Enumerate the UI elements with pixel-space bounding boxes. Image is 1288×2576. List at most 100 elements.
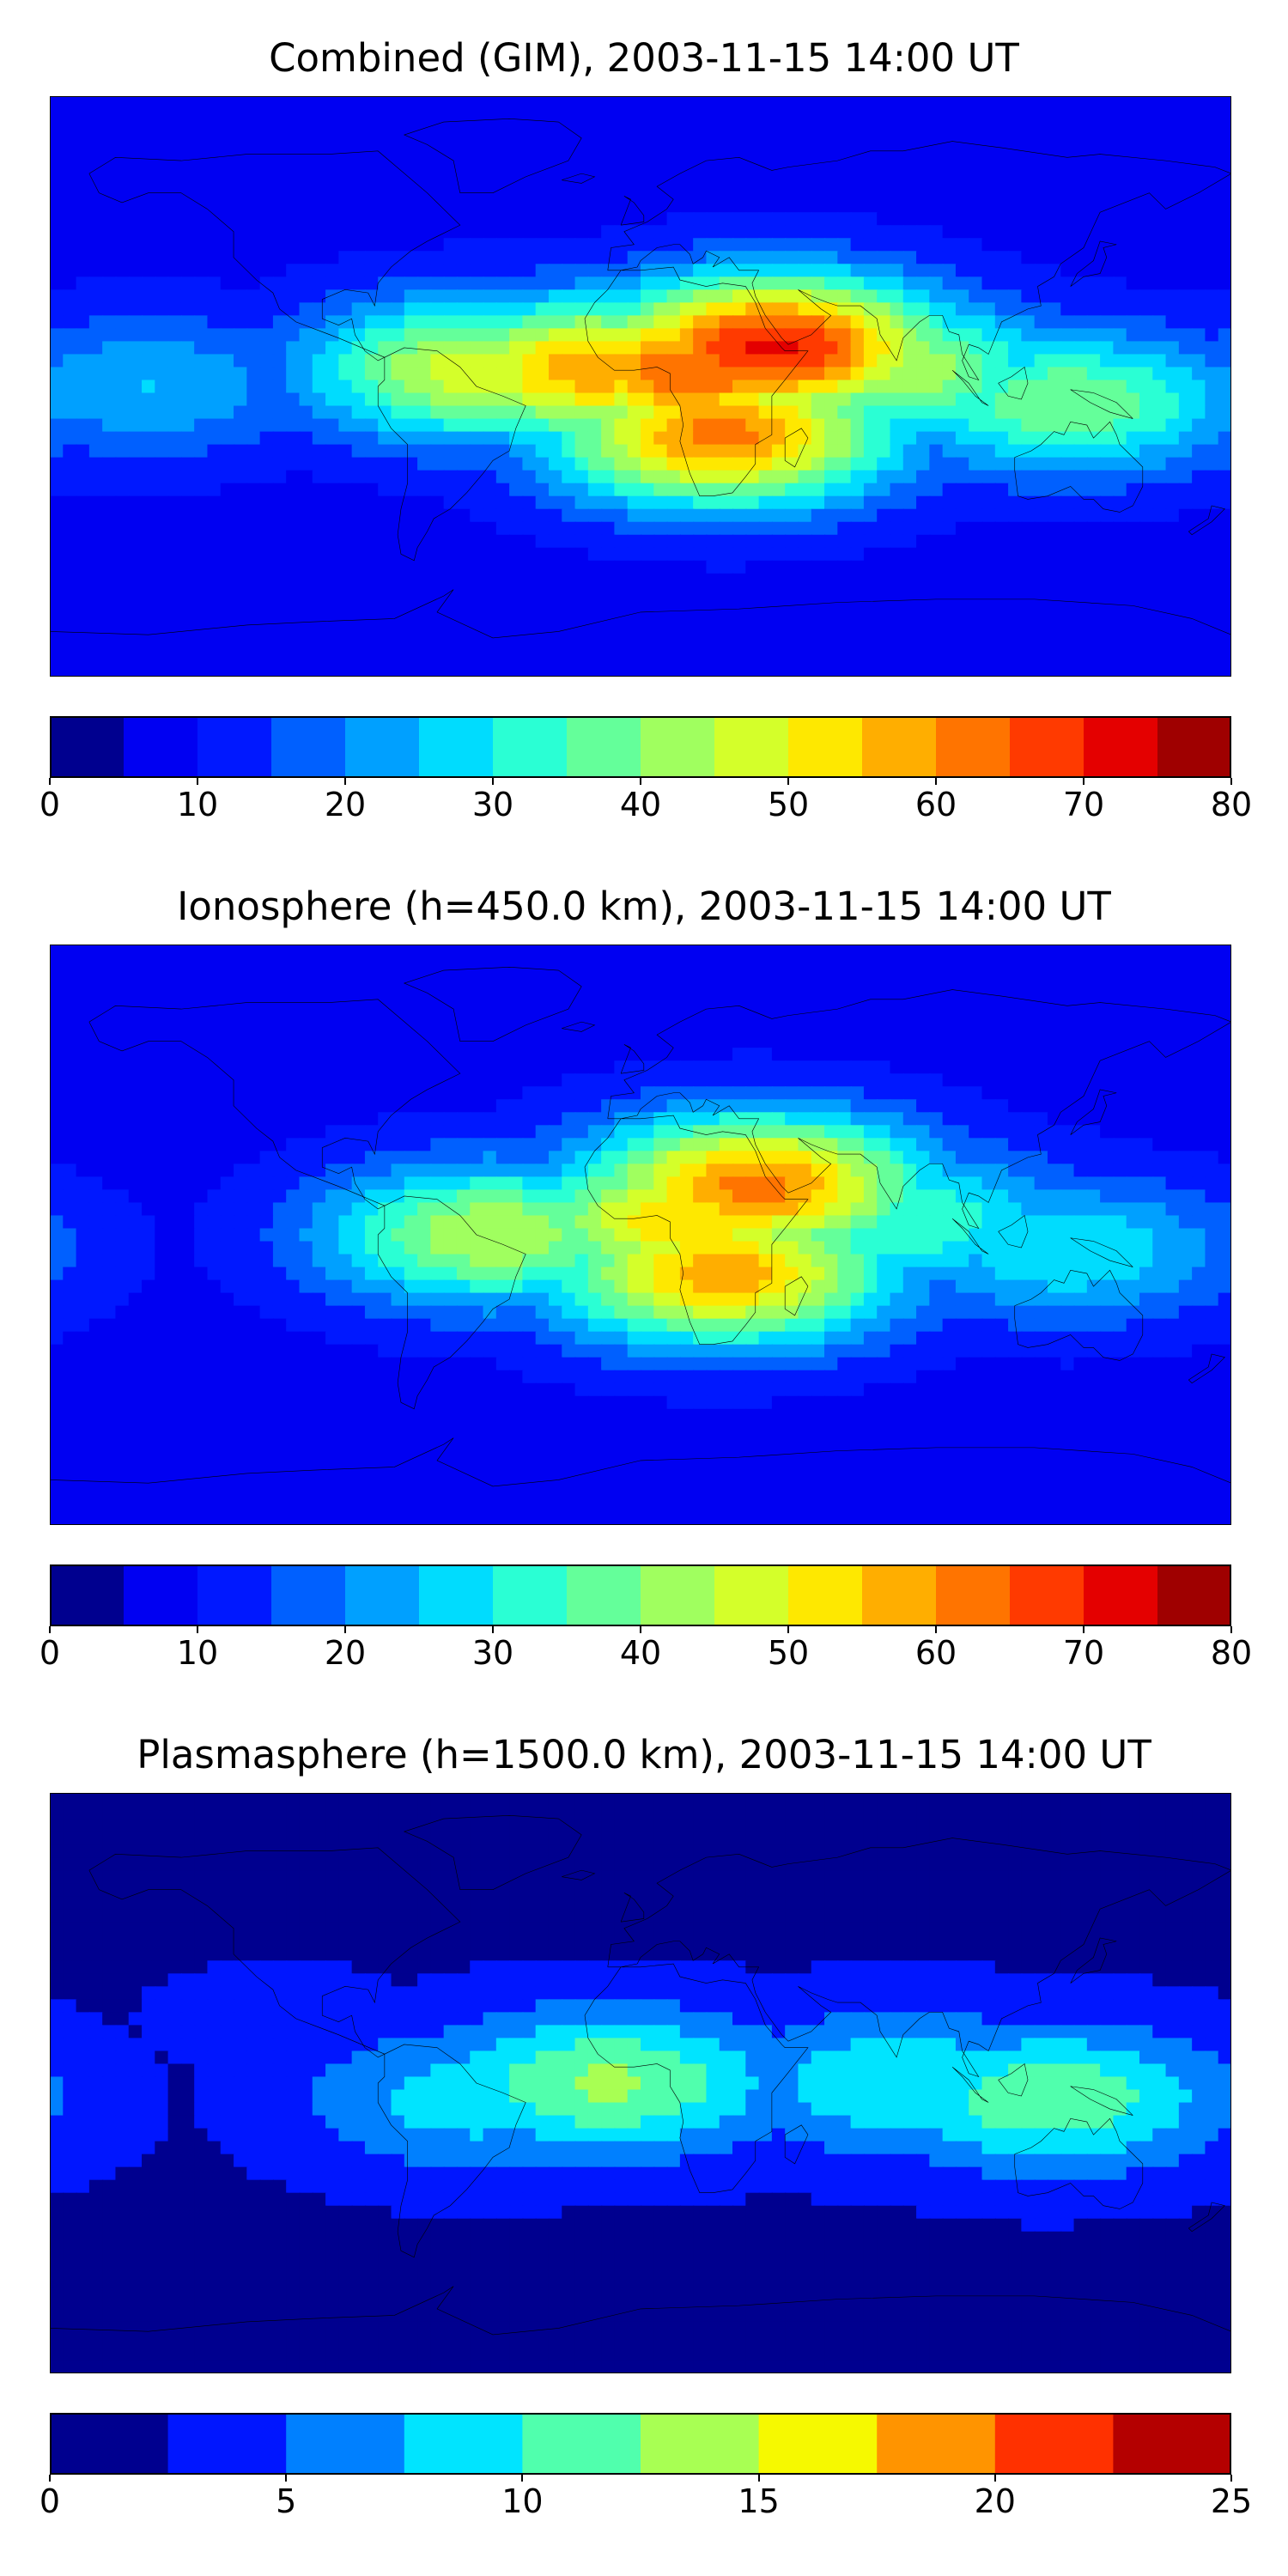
heatmap-cell xyxy=(1218,186,1231,201)
heatmap-cell xyxy=(811,483,826,497)
heatmap-cell xyxy=(574,173,589,188)
heatmap-cell xyxy=(325,302,340,317)
heatmap-cell xyxy=(1073,663,1088,677)
heatmap-cell xyxy=(378,534,392,549)
heatmap-cell xyxy=(338,225,353,240)
heatmap-cell xyxy=(641,1048,655,1062)
heatmap-cell xyxy=(666,663,682,677)
heatmap-cell xyxy=(614,508,629,523)
heatmap-cell xyxy=(351,367,367,381)
heatmap-cell xyxy=(102,1035,117,1049)
heatmap-cell xyxy=(155,1022,169,1036)
heatmap-cell xyxy=(417,945,432,959)
heatmap-cell xyxy=(863,560,878,574)
heatmap-cell xyxy=(824,547,839,562)
heatmap-cell xyxy=(942,161,957,175)
heatmap-cell xyxy=(824,624,839,640)
heatmap-cell xyxy=(1126,1035,1141,1049)
heatmap-cell xyxy=(535,945,550,959)
heatmap-cell xyxy=(902,328,918,343)
heatmap-cell xyxy=(719,173,734,188)
heatmap-cell xyxy=(1034,251,1049,265)
heatmap-cell xyxy=(1126,135,1141,149)
heatmap-cell xyxy=(1139,238,1154,252)
heatmap-cell xyxy=(1126,611,1141,627)
heatmap-cell xyxy=(430,148,445,162)
heatmap-cell xyxy=(272,354,288,368)
heatmap-cell xyxy=(286,457,301,471)
heatmap-cell xyxy=(207,341,222,355)
heatmap-cell xyxy=(837,1035,852,1049)
heatmap-cell xyxy=(180,251,196,265)
heatmap-cell xyxy=(417,225,432,240)
heatmap-cell xyxy=(627,470,642,484)
heatmap-cell xyxy=(509,624,524,640)
heatmap-cell xyxy=(562,251,576,265)
heatmap-cell xyxy=(1060,238,1075,252)
heatmap-cell xyxy=(509,970,524,985)
heatmap-cell xyxy=(509,508,524,523)
heatmap-cell xyxy=(942,470,957,484)
heatmap-cell xyxy=(981,996,996,1011)
heatmap-cell xyxy=(890,264,904,278)
heatmap-cell xyxy=(969,598,983,614)
heatmap-cell xyxy=(220,186,235,201)
heatmap-cell xyxy=(299,637,313,653)
heatmap-cell xyxy=(535,1035,550,1049)
heatmap-cell xyxy=(1139,289,1154,304)
heatmap-cell xyxy=(443,650,459,665)
heatmap-cell xyxy=(286,957,301,972)
heatmap-cell xyxy=(955,264,970,278)
heatmap-cell xyxy=(1086,624,1102,640)
heatmap-cell xyxy=(562,624,576,640)
heatmap-cell xyxy=(1100,276,1115,291)
heatmap-cell xyxy=(771,122,787,137)
heatmap-cell xyxy=(1034,392,1049,407)
heatmap-cell xyxy=(483,418,497,433)
heatmap-cell xyxy=(1218,444,1231,459)
heatmap-cell xyxy=(1008,238,1023,252)
heatmap-cell xyxy=(1152,547,1167,562)
heatmap-cell xyxy=(167,122,183,137)
heatmap-cell xyxy=(404,405,419,420)
heatmap-cell xyxy=(495,573,511,587)
heatmap-cell xyxy=(522,650,537,665)
heatmap-cell xyxy=(994,109,1010,124)
heatmap-cell xyxy=(824,135,839,149)
heatmap-cell xyxy=(1021,302,1036,317)
heatmap-cell xyxy=(850,444,866,459)
heatmap-cell xyxy=(587,276,603,291)
heatmap-cell xyxy=(732,598,747,614)
heatmap-cell xyxy=(837,957,852,972)
heatmap-cell xyxy=(693,1009,708,1024)
heatmap-cell xyxy=(785,457,799,471)
heatmap-cell xyxy=(378,161,392,175)
heatmap-cell xyxy=(50,302,64,317)
heatmap-cell xyxy=(391,534,405,549)
heatmap-cell xyxy=(470,508,484,523)
heatmap-cell xyxy=(863,264,878,278)
heatmap-cell xyxy=(470,586,484,600)
heatmap-cell xyxy=(259,199,275,214)
heatmap-cell xyxy=(351,637,367,653)
heatmap-cell xyxy=(338,392,353,407)
heatmap-cell xyxy=(1218,135,1231,149)
heatmap-cell xyxy=(220,315,235,330)
heatmap-cell xyxy=(732,560,747,574)
heatmap-cell xyxy=(1060,508,1075,523)
heatmap-cell xyxy=(1086,392,1102,407)
heatmap-cell xyxy=(1047,521,1062,536)
heatmap-cell xyxy=(404,289,419,304)
heatmap-cell xyxy=(456,611,471,627)
heatmap-cell xyxy=(969,1035,983,1049)
heatmap-cell xyxy=(76,109,91,124)
heatmap-cell xyxy=(115,495,130,510)
heatmap-cell xyxy=(325,444,340,459)
heatmap-cell xyxy=(562,225,576,240)
heatmap-cell xyxy=(837,560,852,574)
heatmap-cell xyxy=(877,945,891,959)
heatmap-cell xyxy=(719,148,734,162)
heatmap-cell xyxy=(706,251,720,265)
heatmap-cell xyxy=(562,534,576,549)
heatmap-cell xyxy=(286,1022,301,1036)
